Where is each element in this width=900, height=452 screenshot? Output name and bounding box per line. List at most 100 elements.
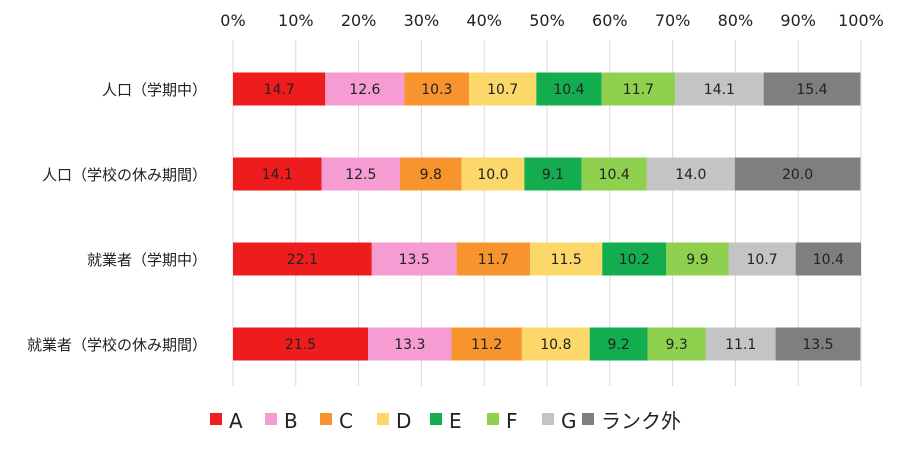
data-label: 10.4	[599, 167, 630, 183]
category-label: 人口（学期中）	[102, 81, 207, 99]
data-label: 11.7	[623, 82, 654, 98]
data-label: 10.7	[487, 82, 518, 98]
category-axis: 人口（学期中） 人口（学校の休み期間） 就業者（学期中） 就業者（学校の休み期間）	[27, 81, 207, 354]
data-label: 10.4	[553, 82, 584, 98]
bar-segment	[581, 157, 647, 191]
legend-swatch	[210, 413, 222, 425]
data-label: 13.5	[399, 252, 430, 268]
bar-segment	[734, 157, 861, 191]
data-label: 12.5	[345, 167, 376, 183]
legend-swatch	[430, 413, 442, 425]
x-tick-label: 100%	[838, 11, 884, 30]
data-label: 12.6	[349, 82, 380, 98]
x-tick-label: 70%	[655, 11, 691, 30]
bar-segment	[325, 72, 405, 106]
legend-swatch	[542, 413, 554, 425]
category-label: 就業者（学校の休み期間）	[27, 336, 207, 354]
bar-segment	[456, 242, 531, 276]
legend-label: F	[506, 409, 518, 433]
x-tick-label: 40%	[466, 11, 502, 30]
category-label: 就業者（学期中）	[87, 251, 207, 269]
data-label: 9.3	[666, 337, 688, 353]
data-label: 10.8	[540, 337, 571, 353]
legend-swatch	[487, 413, 499, 425]
bar-segment	[469, 72, 537, 106]
category-label: 人口（学校の休み期間）	[42, 166, 207, 184]
x-tick-label: 60%	[592, 11, 628, 30]
bar-segment	[536, 72, 602, 106]
x-tick-label: 90%	[780, 11, 816, 30]
bar-segment	[530, 242, 603, 276]
data-label: 20.0	[782, 167, 813, 183]
legend-label: A	[229, 409, 243, 433]
x-tick-label: 30%	[404, 11, 440, 30]
bar-segment	[461, 157, 525, 191]
data-label: 11.1	[725, 337, 756, 353]
bar-segment	[601, 72, 676, 106]
data-label: 11.7	[478, 252, 509, 268]
data-label: 14.7	[264, 82, 295, 98]
x-tick-label: 20%	[341, 11, 377, 30]
legend-swatch	[265, 413, 277, 425]
data-label: 10.7	[747, 252, 778, 268]
bar-segment	[233, 72, 326, 106]
data-label: 11.5	[551, 252, 582, 268]
legend-swatch	[377, 413, 389, 425]
bar-segment	[371, 242, 457, 276]
bar-segment	[321, 157, 401, 191]
bar-segment	[400, 157, 462, 191]
data-label: 14.1	[704, 82, 735, 98]
x-tick-label: 80%	[718, 11, 754, 30]
legend-label: G	[561, 409, 577, 433]
data-label: 9.8	[420, 167, 442, 183]
data-label: 9.1	[542, 167, 564, 183]
bar-segment	[705, 327, 776, 361]
data-label: 10.0	[477, 167, 508, 183]
bar-segment	[675, 72, 764, 106]
data-label: 11.2	[471, 337, 502, 353]
data-label: 9.9	[686, 252, 708, 268]
x-tick-label: 0%	[220, 11, 245, 30]
legend-label: D	[396, 409, 411, 433]
bar-segment	[666, 242, 729, 276]
legend-swatch	[582, 413, 594, 425]
data-label: 13.3	[394, 337, 425, 353]
bars: 14.7 12.6 10.3 10.7 10.4 11.7 14.1 15.4 14.1 12.5…	[233, 72, 861, 361]
legend-label: ランク外	[601, 409, 681, 433]
data-label: 14.1	[262, 167, 293, 183]
bar-segment	[795, 242, 861, 276]
bar-segment	[775, 327, 861, 361]
bar-segment	[233, 157, 322, 191]
bar-segment	[524, 157, 582, 191]
bar-segment	[763, 72, 861, 106]
legend-label: B	[284, 409, 298, 433]
data-label: 21.5	[285, 337, 316, 353]
data-label: 13.5	[802, 337, 833, 353]
data-label: 22.1	[287, 252, 318, 268]
data-label: 14.0	[675, 167, 706, 183]
bar-segment	[233, 327, 369, 361]
bar-segment	[589, 327, 648, 361]
data-label: 10.2	[619, 252, 650, 268]
legend-label: E	[449, 409, 462, 433]
x-axis-ticks: 0% 10% 20% 30% 40% 50% 60% 70% 80% 90% 100%	[220, 11, 884, 30]
data-label: 9.2	[607, 337, 629, 353]
legend-swatch	[320, 413, 332, 425]
data-label: 10.4	[813, 252, 844, 268]
bar-segment	[521, 327, 590, 361]
data-label: 15.4	[796, 82, 827, 98]
x-tick-label: 10%	[278, 11, 314, 30]
bar-segment	[602, 242, 667, 276]
legend-label: C	[339, 409, 353, 433]
x-tick-label: 50%	[529, 11, 565, 30]
bar-segment	[368, 327, 452, 361]
bar-segment	[646, 157, 735, 191]
bar-segment	[728, 242, 796, 276]
legend: A B C D E F G ランク外	[210, 409, 681, 433]
bar-segment	[451, 327, 522, 361]
bar-segment	[404, 72, 470, 106]
data-label: 10.3	[421, 82, 452, 98]
bar-segment	[233, 242, 372, 276]
